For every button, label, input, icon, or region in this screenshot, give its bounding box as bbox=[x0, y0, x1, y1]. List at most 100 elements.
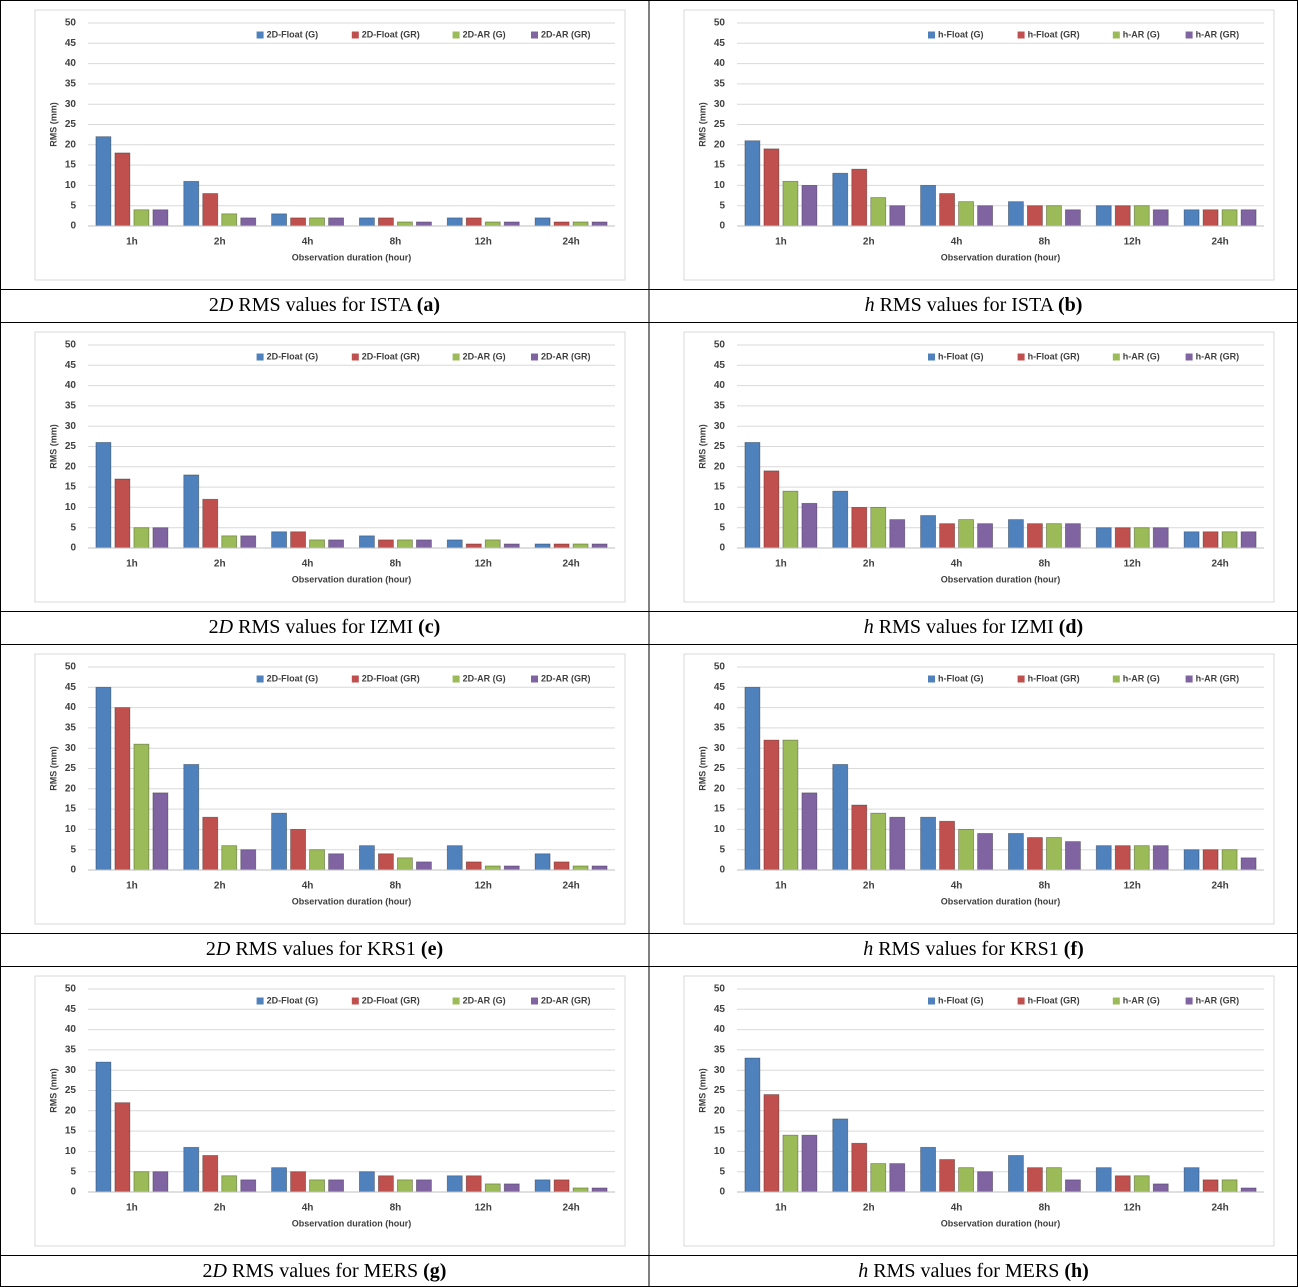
x-tick-label: 2h bbox=[863, 559, 875, 570]
y-tick-label: 25 bbox=[714, 763, 726, 774]
bar bbox=[572, 221, 589, 227]
bar bbox=[1202, 531, 1219, 549]
x-axis-title: Observation duration (hour) bbox=[941, 252, 1061, 262]
y-tick-label: 40 bbox=[714, 702, 726, 713]
y-tick-label: 5 bbox=[70, 522, 76, 533]
caption-text: RMS values for MERS bbox=[873, 1260, 1059, 1282]
y-tick-label: 40 bbox=[714, 380, 726, 391]
y-tick-label: 10 bbox=[65, 824, 77, 835]
y-axis-title: RMS (mm) bbox=[48, 102, 58, 147]
x-tick-label: 12h bbox=[1124, 237, 1141, 248]
bar bbox=[1133, 527, 1150, 549]
bar bbox=[221, 535, 238, 549]
legend-label: h-Float (G) bbox=[938, 29, 984, 39]
legend-swatch bbox=[928, 997, 935, 1005]
y-tick-label: 0 bbox=[719, 1187, 725, 1198]
bar bbox=[416, 539, 432, 549]
bar bbox=[591, 1187, 608, 1193]
x-axis-title: Observation duration (hour) bbox=[292, 252, 412, 262]
caption-lead: 2 bbox=[209, 616, 219, 638]
legend-label: 2D-AR (GR) bbox=[541, 351, 591, 361]
y-tick-label: 20 bbox=[65, 1105, 77, 1116]
legend-swatch bbox=[1017, 675, 1025, 683]
bar bbox=[1183, 209, 1200, 227]
legend-label: h-AR (GR) bbox=[1196, 351, 1240, 361]
bar bbox=[1152, 1183, 1169, 1193]
y-tick-label: 20 bbox=[714, 783, 726, 794]
y-tick-label: 35 bbox=[65, 723, 77, 734]
legend-swatch bbox=[256, 675, 264, 683]
bar bbox=[240, 849, 257, 871]
x-tick-label: 4h bbox=[302, 237, 314, 248]
legend-label: 2D-AR (G) bbox=[463, 673, 506, 683]
bar bbox=[763, 470, 780, 549]
x-tick-label: 8h bbox=[1039, 1203, 1051, 1214]
y-tick-label: 0 bbox=[70, 543, 76, 554]
bar bbox=[378, 853, 394, 871]
bar bbox=[1221, 849, 1238, 871]
bar bbox=[221, 845, 238, 871]
legend-swatch bbox=[531, 997, 538, 1005]
bar bbox=[416, 861, 432, 871]
bar bbox=[534, 543, 551, 549]
legend-label: h-Float (G) bbox=[938, 351, 984, 361]
legend-label: 2D-Float (G) bbox=[267, 673, 319, 683]
y-axis-title: RMS (mm) bbox=[48, 1068, 58, 1113]
bar bbox=[851, 506, 868, 549]
bar bbox=[465, 1175, 482, 1193]
legend-label: h-AR (G) bbox=[1123, 995, 1160, 1005]
legend-swatch bbox=[928, 353, 935, 361]
bar bbox=[309, 217, 325, 227]
y-tick-label: 45 bbox=[714, 360, 726, 371]
x-tick-label: 24h bbox=[562, 237, 579, 248]
bar bbox=[416, 221, 432, 227]
bar bbox=[183, 764, 200, 871]
legend-swatch bbox=[1112, 353, 1120, 361]
y-tick-label: 0 bbox=[70, 865, 76, 876]
legend-label: 2D-Float (G) bbox=[267, 29, 319, 39]
bar bbox=[801, 792, 818, 871]
y-tick-label: 5 bbox=[70, 844, 76, 855]
x-tick-label: 24h bbox=[562, 559, 579, 570]
bar bbox=[152, 527, 169, 549]
y-tick-label: 10 bbox=[65, 180, 77, 191]
y-tick-label: 20 bbox=[714, 461, 726, 472]
bar bbox=[240, 535, 257, 549]
y-tick-label: 15 bbox=[714, 482, 726, 493]
bar bbox=[763, 1094, 780, 1193]
x-tick-label: 4h bbox=[302, 1203, 314, 1214]
y-tick-label: 5 bbox=[70, 200, 76, 211]
bar bbox=[1152, 527, 1169, 549]
bar bbox=[832, 490, 849, 549]
bar bbox=[939, 1159, 955, 1193]
bar bbox=[1065, 523, 1081, 549]
bar bbox=[378, 539, 394, 549]
legend-label: 2D-Float (GR) bbox=[362, 351, 420, 361]
y-tick-label: 50 bbox=[65, 662, 77, 673]
y-tick-label: 45 bbox=[65, 38, 77, 49]
y-tick-label: 25 bbox=[65, 763, 77, 774]
y-tick-label: 35 bbox=[714, 1045, 726, 1056]
bar bbox=[782, 180, 799, 227]
legend-swatch bbox=[256, 997, 264, 1005]
bar bbox=[183, 474, 200, 549]
legend-label: 2D-AR (G) bbox=[463, 995, 506, 1005]
bar bbox=[958, 519, 974, 549]
legend-label: 2D-Float (G) bbox=[267, 351, 319, 361]
bar bbox=[889, 519, 906, 549]
bar bbox=[851, 168, 868, 227]
x-tick-label: 8h bbox=[1039, 881, 1051, 892]
bar bbox=[553, 221, 570, 227]
y-tick-label: 40 bbox=[714, 58, 726, 69]
legend-swatch bbox=[256, 353, 264, 361]
bar bbox=[889, 816, 906, 871]
bar bbox=[359, 845, 375, 871]
bar bbox=[870, 506, 887, 549]
bar bbox=[1114, 205, 1131, 227]
x-tick-label: 12h bbox=[1124, 1203, 1141, 1214]
caption: 2D RMS values for IZMI (c) bbox=[209, 616, 441, 638]
y-tick-label: 30 bbox=[65, 1065, 77, 1076]
bar bbox=[397, 857, 413, 871]
x-tick-label: 8h bbox=[390, 237, 402, 248]
legend-swatch bbox=[531, 675, 538, 683]
